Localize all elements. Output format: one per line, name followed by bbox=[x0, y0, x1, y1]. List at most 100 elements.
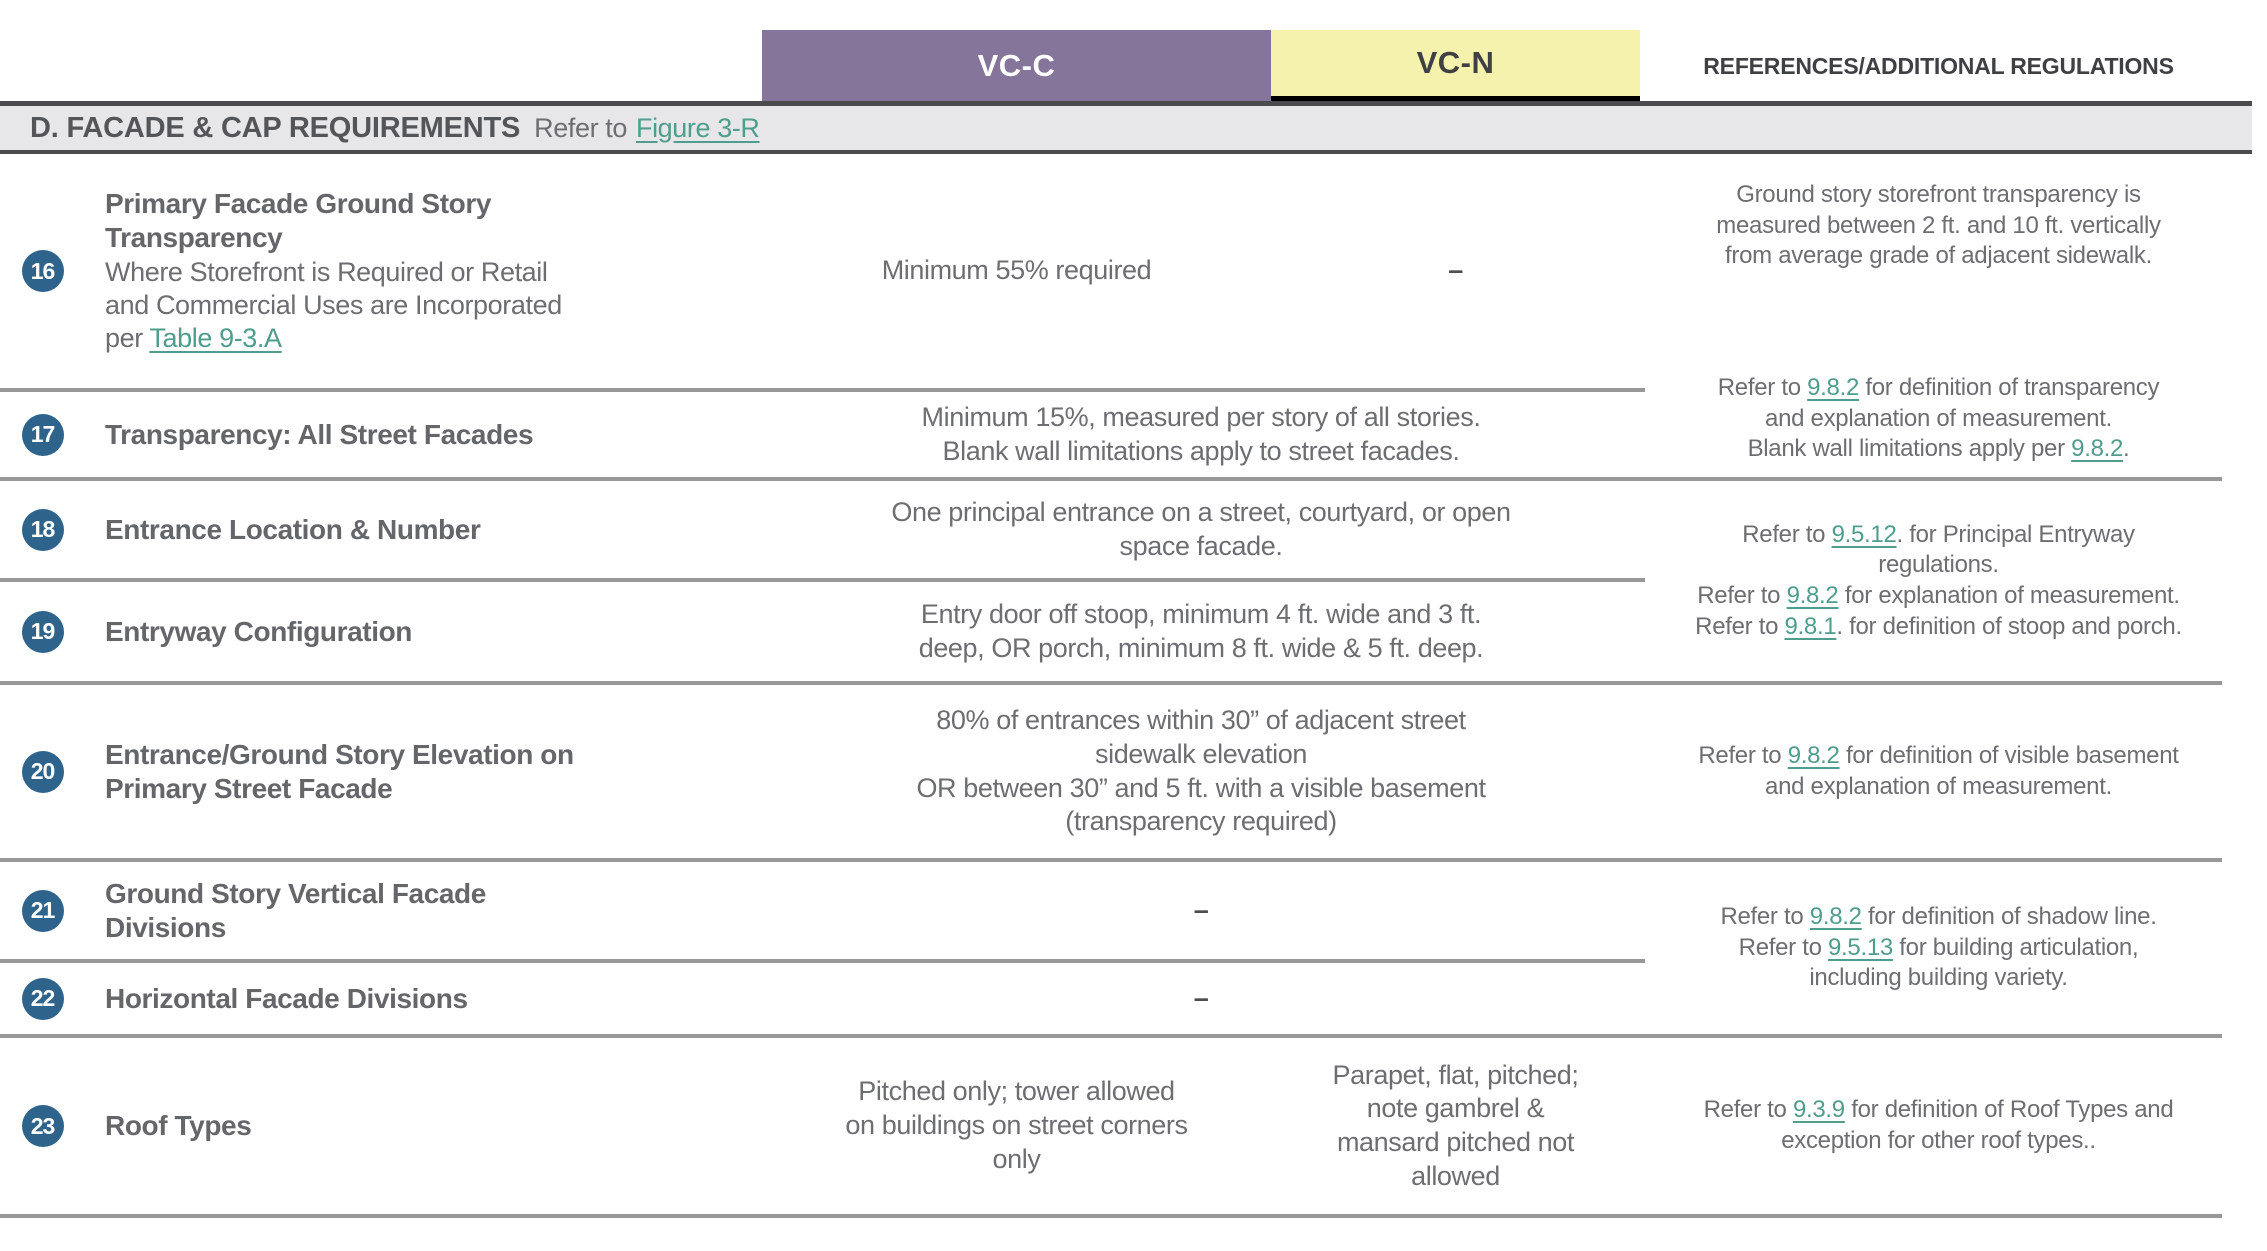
row-divider bbox=[0, 959, 1645, 963]
row-18-label-title: Entrance Location & Number bbox=[105, 513, 481, 545]
table-row-23: 23 Roof Types Pitched only; tower allowe… bbox=[0, 1038, 2222, 1214]
section-title: D. FACADE & CAP REQUIREMENTS bbox=[30, 111, 521, 144]
ref-16-17-refer-note: Refer to 9.8.2 for definition of transpa… bbox=[1717, 373, 2160, 465]
row-18-merged-value: One principal entrance on a street, cour… bbox=[762, 481, 1640, 578]
row-20-merged-text: 80% of entrances within 30” of adjacent … bbox=[916, 705, 1486, 837]
ref-text: Refer to bbox=[1698, 741, 1788, 769]
row-19-label-title: Entryway Configuration bbox=[105, 615, 412, 647]
row-22-merged-text: – bbox=[1193, 982, 1209, 1013]
row-16-vcc-value: Minimum 55% required bbox=[762, 154, 1271, 388]
column-header-vcn: VC-N bbox=[1271, 30, 1640, 102]
ref-link-9-8-2[interactable]: 9.8.2 bbox=[2071, 435, 2124, 463]
row-16-number: 16 bbox=[21, 250, 64, 292]
row-18-merged-text: One principal entrance on a street, cour… bbox=[891, 496, 1511, 561]
row-22-label: Horizontal Facade Divisions bbox=[105, 963, 755, 1034]
row-17-number: 17 bbox=[21, 413, 64, 456]
row-17-label-title: Transparency: All Street Facades bbox=[105, 418, 534, 450]
row-22-label-title: Horizontal Facade Divisions bbox=[105, 982, 468, 1014]
column-header-references: REFERENCES/ADDITIONAL REGULATIONS bbox=[1655, 30, 2222, 102]
row-23-vcn-value: Parapet, flat, pitched; note gambrel & m… bbox=[1271, 1038, 1640, 1214]
ref-link-9-8-2[interactable]: 9.8.2 bbox=[1807, 373, 1859, 401]
table-row-17: 17 Transparency: All Street Facades Mini… bbox=[0, 392, 2222, 477]
row-17-number-badge: 17 bbox=[0, 392, 85, 477]
row-21-merged-value: – bbox=[762, 862, 1640, 959]
link-figure-3-r[interactable]: Figure 3-R bbox=[635, 112, 760, 143]
ref-text: Refer to bbox=[1742, 520, 1832, 548]
row-23-number-badge: 23 bbox=[0, 1038, 85, 1214]
table-row-21: 21 Ground Story Vertical Facade Division… bbox=[0, 862, 2222, 959]
row-divider bbox=[0, 1034, 2222, 1038]
ref-text: Refer to bbox=[1703, 1096, 1793, 1124]
column-header-vcc-label: VC-C bbox=[977, 48, 1056, 83]
table-row-19: 19 Entryway Configuration Entry door off… bbox=[0, 582, 2222, 681]
row-20-label: Entrance/Ground Story Elevation on Prima… bbox=[105, 685, 755, 858]
row-16-label: Primary Facade Ground Story Transparency… bbox=[105, 154, 755, 388]
row-22-merged-value: – bbox=[762, 963, 1640, 1034]
ref-cell-rows-16-17: Ground story storefront transparency is … bbox=[1655, 154, 2222, 477]
ref-text: Refer to bbox=[1717, 373, 1808, 401]
section-header: D. FACADE & CAP REQUIREMENTS Refer to Fi… bbox=[0, 101, 2252, 154]
row-23-label: Roof Types bbox=[105, 1038, 755, 1214]
table-row-20: 20 Entrance/Ground Story Elevation on Pr… bbox=[0, 685, 2222, 858]
ref-link-9-3-9[interactable]: 9.3.9 bbox=[1792, 1096, 1845, 1124]
row-19-number-badge: 19 bbox=[0, 582, 85, 681]
row-23-vcc-value: Pitched only; tower allowed on buildings… bbox=[762, 1038, 1271, 1214]
row-23-label-title: Roof Types bbox=[105, 1110, 252, 1142]
ref-text: for definition of Roof Types and excepti… bbox=[1781, 1096, 2174, 1154]
ref-link-9-5-12[interactable]: 9.5.12 bbox=[1831, 520, 1897, 548]
row-19-merged-value: Entry door off stoop, minimum 4 ft. wide… bbox=[762, 582, 1640, 681]
row-19-number: 19 bbox=[21, 610, 64, 653]
column-header-references-label: REFERENCES/ADDITIONAL REGULATIONS bbox=[1703, 52, 2174, 79]
ref-21-22-note: Refer to 9.8.2 for definition of shadow … bbox=[1720, 902, 2156, 994]
row-20-merged-value: 80% of entrances within 30” of adjacent … bbox=[762, 685, 1640, 858]
row-18-number: 18 bbox=[21, 508, 64, 551]
ref-text: for definition of transparency and expla… bbox=[1747, 373, 2160, 463]
row-divider bbox=[0, 858, 2222, 862]
ref-link-9-8-2[interactable]: 9.8.2 bbox=[1787, 741, 1840, 769]
table-row-16: 16 Primary Facade Ground Story Transpare… bbox=[0, 154, 2222, 388]
row-23-number: 23 bbox=[21, 1105, 64, 1147]
row-21-number: 21 bbox=[21, 889, 64, 932]
ref-text: Refer to bbox=[1720, 902, 1810, 930]
row-19-merged-text: Entry door off stoop, minimum 4 ft. wide… bbox=[918, 598, 1484, 663]
row-23-vcn-text: Parapet, flat, pitched; note gambrel & m… bbox=[1332, 1059, 1579, 1191]
table-row-18: 18 Entrance Location & Number One princi… bbox=[0, 481, 2222, 578]
row-16-vcc-text: Minimum 55% required bbox=[881, 255, 1152, 286]
row-22-number: 22 bbox=[21, 977, 64, 1020]
row-16-label-text: Where Storefront is Required or Retail a… bbox=[105, 257, 562, 354]
row-21-number-badge: 21 bbox=[0, 862, 85, 959]
row-16-label-desc: Where Storefront is Required or Retail a… bbox=[105, 256, 562, 355]
row-18-number-badge: 18 bbox=[0, 481, 85, 578]
row-16-vcn-text: – bbox=[1448, 255, 1463, 286]
ref-23-note: Refer to 9.3.9 for definition of Roof Ty… bbox=[1704, 1095, 2174, 1156]
ref-text: . bbox=[2123, 435, 2130, 463]
row-22-number-badge: 22 bbox=[0, 963, 85, 1034]
row-21-label: Ground Story Vertical Facade Divisions bbox=[105, 862, 755, 959]
row-20-number: 20 bbox=[21, 750, 64, 793]
row-16-number-badge: 16 bbox=[0, 154, 85, 388]
row-19-label: Entryway Configuration bbox=[105, 582, 755, 681]
row-divider bbox=[0, 681, 2222, 685]
ref-link-9-8-2[interactable]: 9.8.2 bbox=[1786, 582, 1839, 609]
ref-link-9-8-1[interactable]: 9.8.1 bbox=[1784, 612, 1837, 640]
row-23-vcc-text: Pitched only; tower allowed on buildings… bbox=[845, 1076, 1188, 1174]
row-divider bbox=[0, 1214, 2222, 1218]
section-refer-text: Refer to bbox=[534, 112, 627, 143]
row-divider bbox=[0, 388, 1645, 392]
row-20-label-title: Entrance/Ground Story Elevation on Prima… bbox=[105, 738, 574, 804]
row-16-vcn-value: – bbox=[1271, 154, 1640, 388]
row-17-merged-text: Minimum 15%, measured per story of all s… bbox=[921, 401, 1481, 466]
row-18-label: Entrance Location & Number bbox=[105, 481, 755, 578]
row-20-number-badge: 20 bbox=[0, 685, 85, 858]
table-row-22: 22 Horizontal Facade Divisions – bbox=[0, 963, 2222, 1034]
ref-text: for definition of shadow line. Refer to bbox=[1738, 902, 2157, 961]
ref-text: for definition of visible basement and e… bbox=[1765, 741, 2179, 800]
ref-text: for explanation of measurement. Refer to bbox=[1695, 582, 2180, 640]
ref-link-9-8-2[interactable]: 9.8.2 bbox=[1809, 902, 1862, 930]
row-divider bbox=[0, 477, 2222, 481]
ref-text: . for definition of stoop and porch. bbox=[1836, 612, 2182, 640]
column-header-vcn-label: VC-N bbox=[1416, 45, 1495, 80]
ref-link-9-5-13[interactable]: 9.5.13 bbox=[1828, 933, 1893, 961]
ref-cell-rows-18-19: Refer to 9.5.12. for Principal Entryway … bbox=[1655, 481, 2222, 681]
link-table-9-3-a[interactable]: Table 9-3.A bbox=[149, 323, 282, 354]
